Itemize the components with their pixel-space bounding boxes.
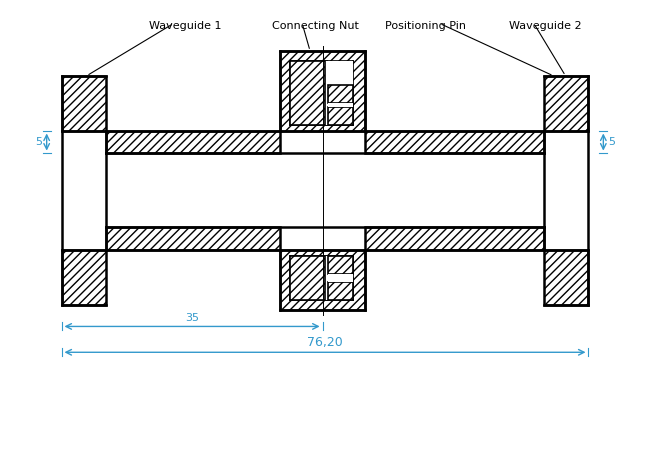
Bar (364, 227, 544, 250)
Bar (544, 250, 588, 305)
Bar (328, 282, 353, 299)
Bar (280, 250, 364, 310)
Bar (61, 76, 106, 131)
Text: Waveguide 1: Waveguide 1 (149, 21, 222, 31)
Bar (328, 256, 353, 274)
Bar (106, 131, 280, 153)
Bar (290, 61, 325, 125)
Bar (364, 131, 544, 153)
Text: 76,20: 76,20 (307, 336, 343, 349)
Bar (280, 51, 364, 131)
Text: Connecting Nut: Connecting Nut (273, 21, 359, 31)
Text: 35: 35 (185, 313, 199, 324)
Text: Waveguide 2: Waveguide 2 (509, 21, 582, 31)
Text: 5: 5 (608, 137, 615, 147)
Bar (106, 227, 280, 250)
Text: 5: 5 (35, 137, 42, 147)
Bar (290, 61, 353, 125)
Bar (328, 107, 353, 125)
Bar (61, 250, 106, 305)
Bar (290, 256, 353, 299)
Bar (290, 256, 325, 299)
Bar (328, 274, 353, 282)
Text: Positioning Pin: Positioning Pin (385, 21, 466, 31)
Bar (328, 85, 353, 103)
Bar (544, 76, 588, 131)
Bar (328, 103, 353, 107)
